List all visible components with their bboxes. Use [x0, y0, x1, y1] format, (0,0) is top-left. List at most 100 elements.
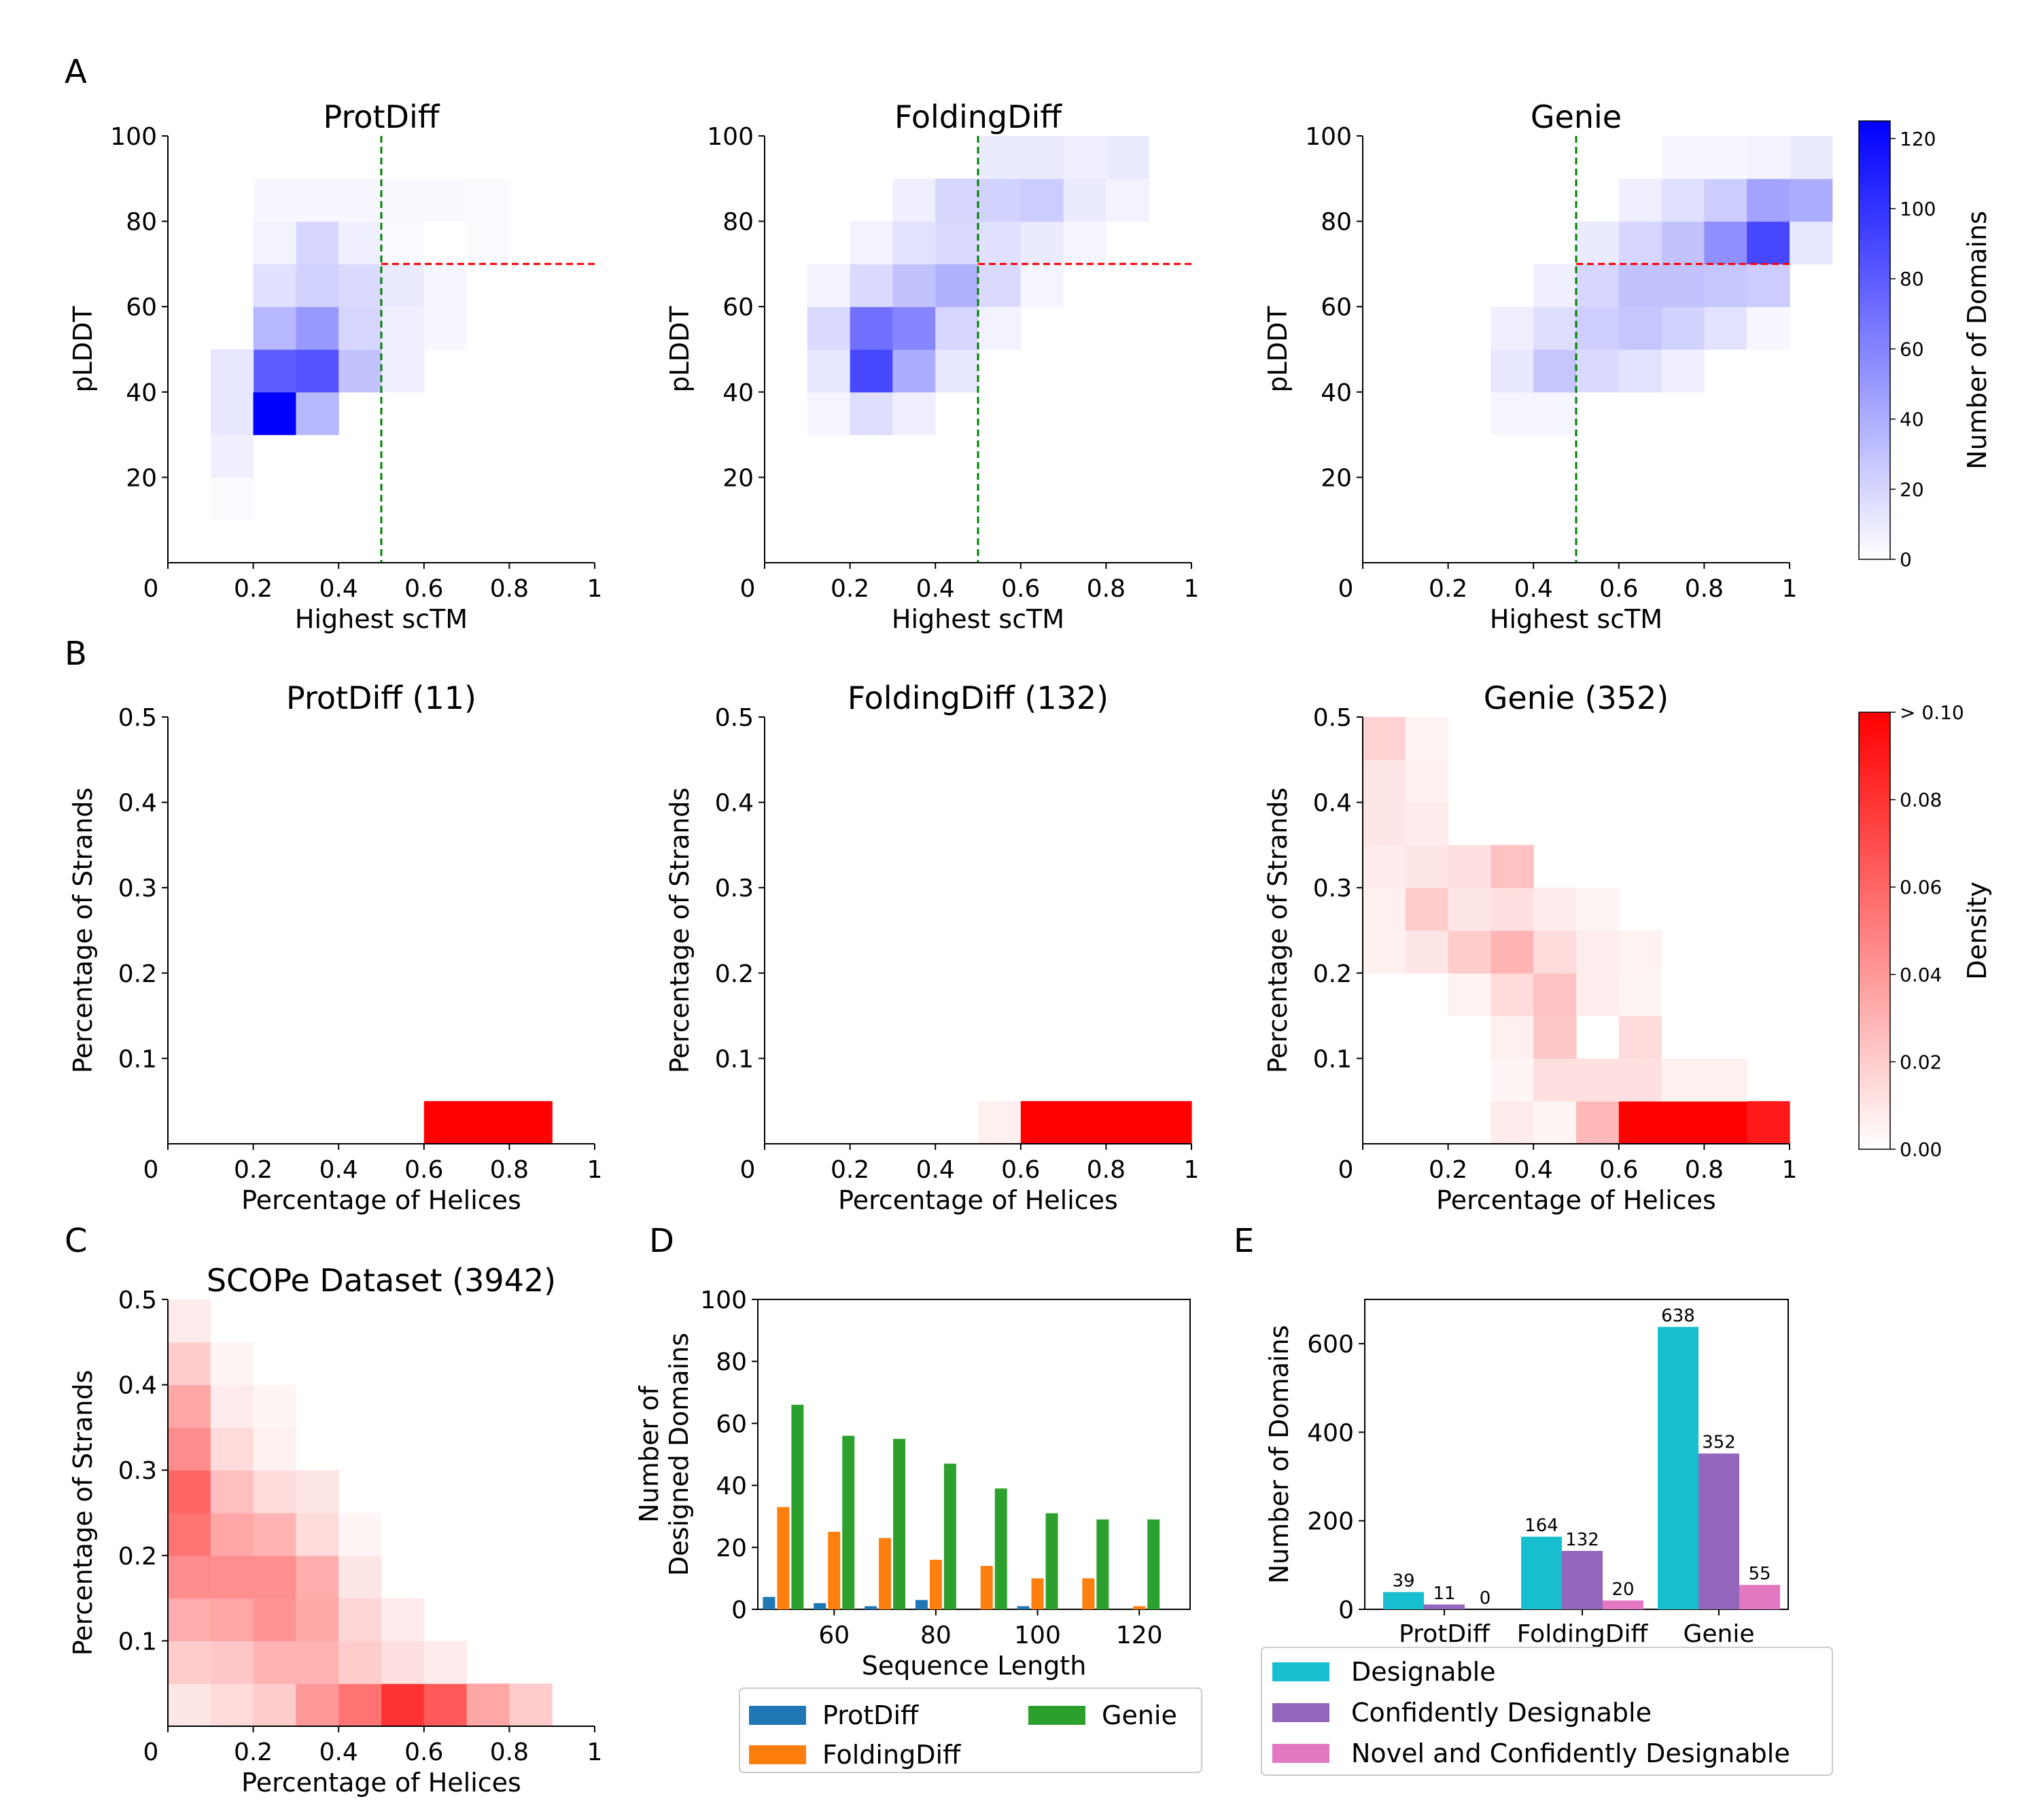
x-axis-label: Highest scTM — [892, 604, 1064, 634]
heatmap-cell — [423, 307, 468, 350]
x-tick-label: 0 — [143, 1738, 159, 1766]
x-axis-label: Highest scTM — [295, 604, 468, 634]
bar-protdiff — [915, 1600, 928, 1609]
heatmap-cell — [466, 221, 510, 264]
heatmap-cell — [978, 221, 1022, 264]
heatmap-cell — [1576, 264, 1620, 307]
y-tick-label: 0 — [1338, 1596, 1354, 1624]
legend-frame — [739, 1687, 1202, 1773]
x-tick-label: 0 — [143, 1156, 159, 1184]
heatmap-cell — [1790, 178, 1833, 222]
y-axis-label: pLDDT — [665, 306, 695, 393]
y-tick-label: 0.5 — [118, 704, 157, 732]
heatmap-c: 0 0.2 0.4 0.6 0.8 1 0.1 0.2 0.3 0.4 0.5 SCOPe Datas… — [68, 1262, 602, 1798]
panel-letter-c: C — [65, 1222, 88, 1260]
chart-title: Genie — [1531, 99, 1622, 135]
y-tick-label: 60 — [722, 294, 754, 321]
heatmap-cell — [338, 178, 382, 222]
heatmap-cell — [850, 349, 893, 393]
x-tick-label: 0 — [143, 575, 159, 603]
heatmap-cell — [1618, 221, 1662, 264]
colorbar-blue: 0 20 40 60 80 100 120 Number of Domains — [1858, 120, 1992, 571]
heatmap-cell — [1063, 178, 1106, 222]
colorbar-tick-label: 0.00 — [1900, 1138, 1942, 1161]
bar-genie — [1045, 1513, 1058, 1609]
heatmap-cell — [509, 1683, 553, 1727]
heatmap-cell — [1661, 264, 1705, 307]
heatmap-cell — [1363, 717, 1406, 760]
heatmap-cell — [1533, 1015, 1577, 1059]
heatmap-cell — [1491, 888, 1534, 931]
heatmap-cell — [1618, 1015, 1662, 1059]
heatmap-cell — [168, 1299, 211, 1343]
chart-title: Genie (352) — [1484, 680, 1669, 716]
x-tick-label: 0.2 — [234, 1156, 273, 1184]
heatmap-cell — [1704, 264, 1747, 307]
x-tick-label: 0.2 — [831, 575, 869, 603]
heatmap-cell — [1405, 802, 1449, 845]
bar-novel-and-confidently-designable — [1603, 1600, 1643, 1609]
x-tick-label: 0.2 — [234, 1738, 273, 1766]
colorbar-tick-label: 80 — [1900, 268, 1924, 290]
x-tick-label: ProtDiff — [1399, 1620, 1491, 1648]
heatmap-cell — [381, 1598, 425, 1641]
bar-value-label: 20 — [1611, 1579, 1634, 1600]
x-tick-label: FoldingDiff — [1517, 1620, 1649, 1648]
heatmap-cell — [253, 1555, 296, 1599]
heatmap-b2: 0 0.2 0.4 0.6 0.8 1 0.1 0.2 0.3 0.4 0.5 FoldingDiff… — [665, 680, 1199, 1215]
bar-genie — [791, 1405, 804, 1609]
heatmap-cell — [1533, 349, 1577, 393]
heatmap-cell — [1491, 973, 1534, 1017]
x-axis-label: Percentage of Helices — [838, 1185, 1118, 1215]
colorbar-label: Number of Domains — [1962, 211, 1992, 470]
y-tick-label: 0.5 — [118, 1287, 157, 1314]
heatmap-cell — [168, 1470, 211, 1513]
heatmap-cell — [253, 1641, 296, 1684]
heatmap-cell — [1063, 221, 1106, 264]
y-tick-label: 0.1 — [118, 1045, 157, 1073]
heatmap-cell — [296, 221, 339, 264]
heatmap-cell — [466, 1683, 510, 1727]
heatmap-cell — [1661, 221, 1705, 264]
heatmap-cell — [423, 264, 468, 307]
y-tick-label: 100 — [707, 123, 754, 151]
y-tick-label: 0.1 — [715, 1045, 754, 1073]
heatmap-cell — [935, 221, 979, 264]
y-tick-label: 0.1 — [118, 1628, 157, 1656]
legend-label: Designable — [1351, 1657, 1496, 1687]
bar-foldingdiff — [929, 1560, 942, 1609]
heatmap-cell — [296, 391, 339, 436]
legend-label: Novel and Confidently Designable — [1351, 1738, 1790, 1768]
heatmap-cell — [1491, 1015, 1534, 1059]
heatmap-cell — [1618, 349, 1662, 393]
heatmap-cell — [210, 1641, 254, 1684]
colorbar-tick-label: 0 — [1900, 548, 1912, 571]
bar-foldingdiff — [828, 1532, 841, 1609]
heatmap-cell — [210, 349, 254, 393]
colorbar-tick-label: > 0.10 — [1900, 701, 1964, 724]
y-tick-label: 0.5 — [1313, 704, 1352, 732]
heatmap-cell — [1106, 1101, 1149, 1144]
heatmap-cell — [1747, 221, 1790, 264]
heatmap-cell — [381, 1683, 425, 1727]
bar-foldingdiff — [1133, 1606, 1146, 1609]
heatmap-cell — [978, 307, 1022, 350]
heatmap-cell — [253, 1683, 296, 1727]
bar-foldingdiff — [1031, 1578, 1044, 1609]
heatmap-cell — [1661, 178, 1705, 222]
heatmap-cell — [1704, 1101, 1747, 1144]
y-tick-label: 40 — [1321, 379, 1352, 407]
heatmap-cell — [466, 178, 510, 222]
y-tick-label: 20 — [716, 1535, 747, 1562]
heatmap-cell — [338, 221, 382, 264]
heatmap-b3: 0 0.2 0.4 0.6 0.8 1 0.1 0.2 0.3 0.4 0.5 Genie (352)… — [1263, 680, 1797, 1215]
heatmap-cell — [1576, 349, 1620, 393]
heatmap-cell — [1790, 221, 1833, 264]
heatmap-cell — [807, 349, 851, 393]
heatmap-cell — [1149, 1101, 1192, 1144]
heatmap-cell — [1363, 802, 1406, 845]
heatmap-cell — [338, 1513, 382, 1556]
heatmap-cell — [1661, 1058, 1705, 1102]
x-tick-label: 100 — [1014, 1622, 1061, 1649]
x-tick-label: 1 — [587, 1156, 603, 1184]
